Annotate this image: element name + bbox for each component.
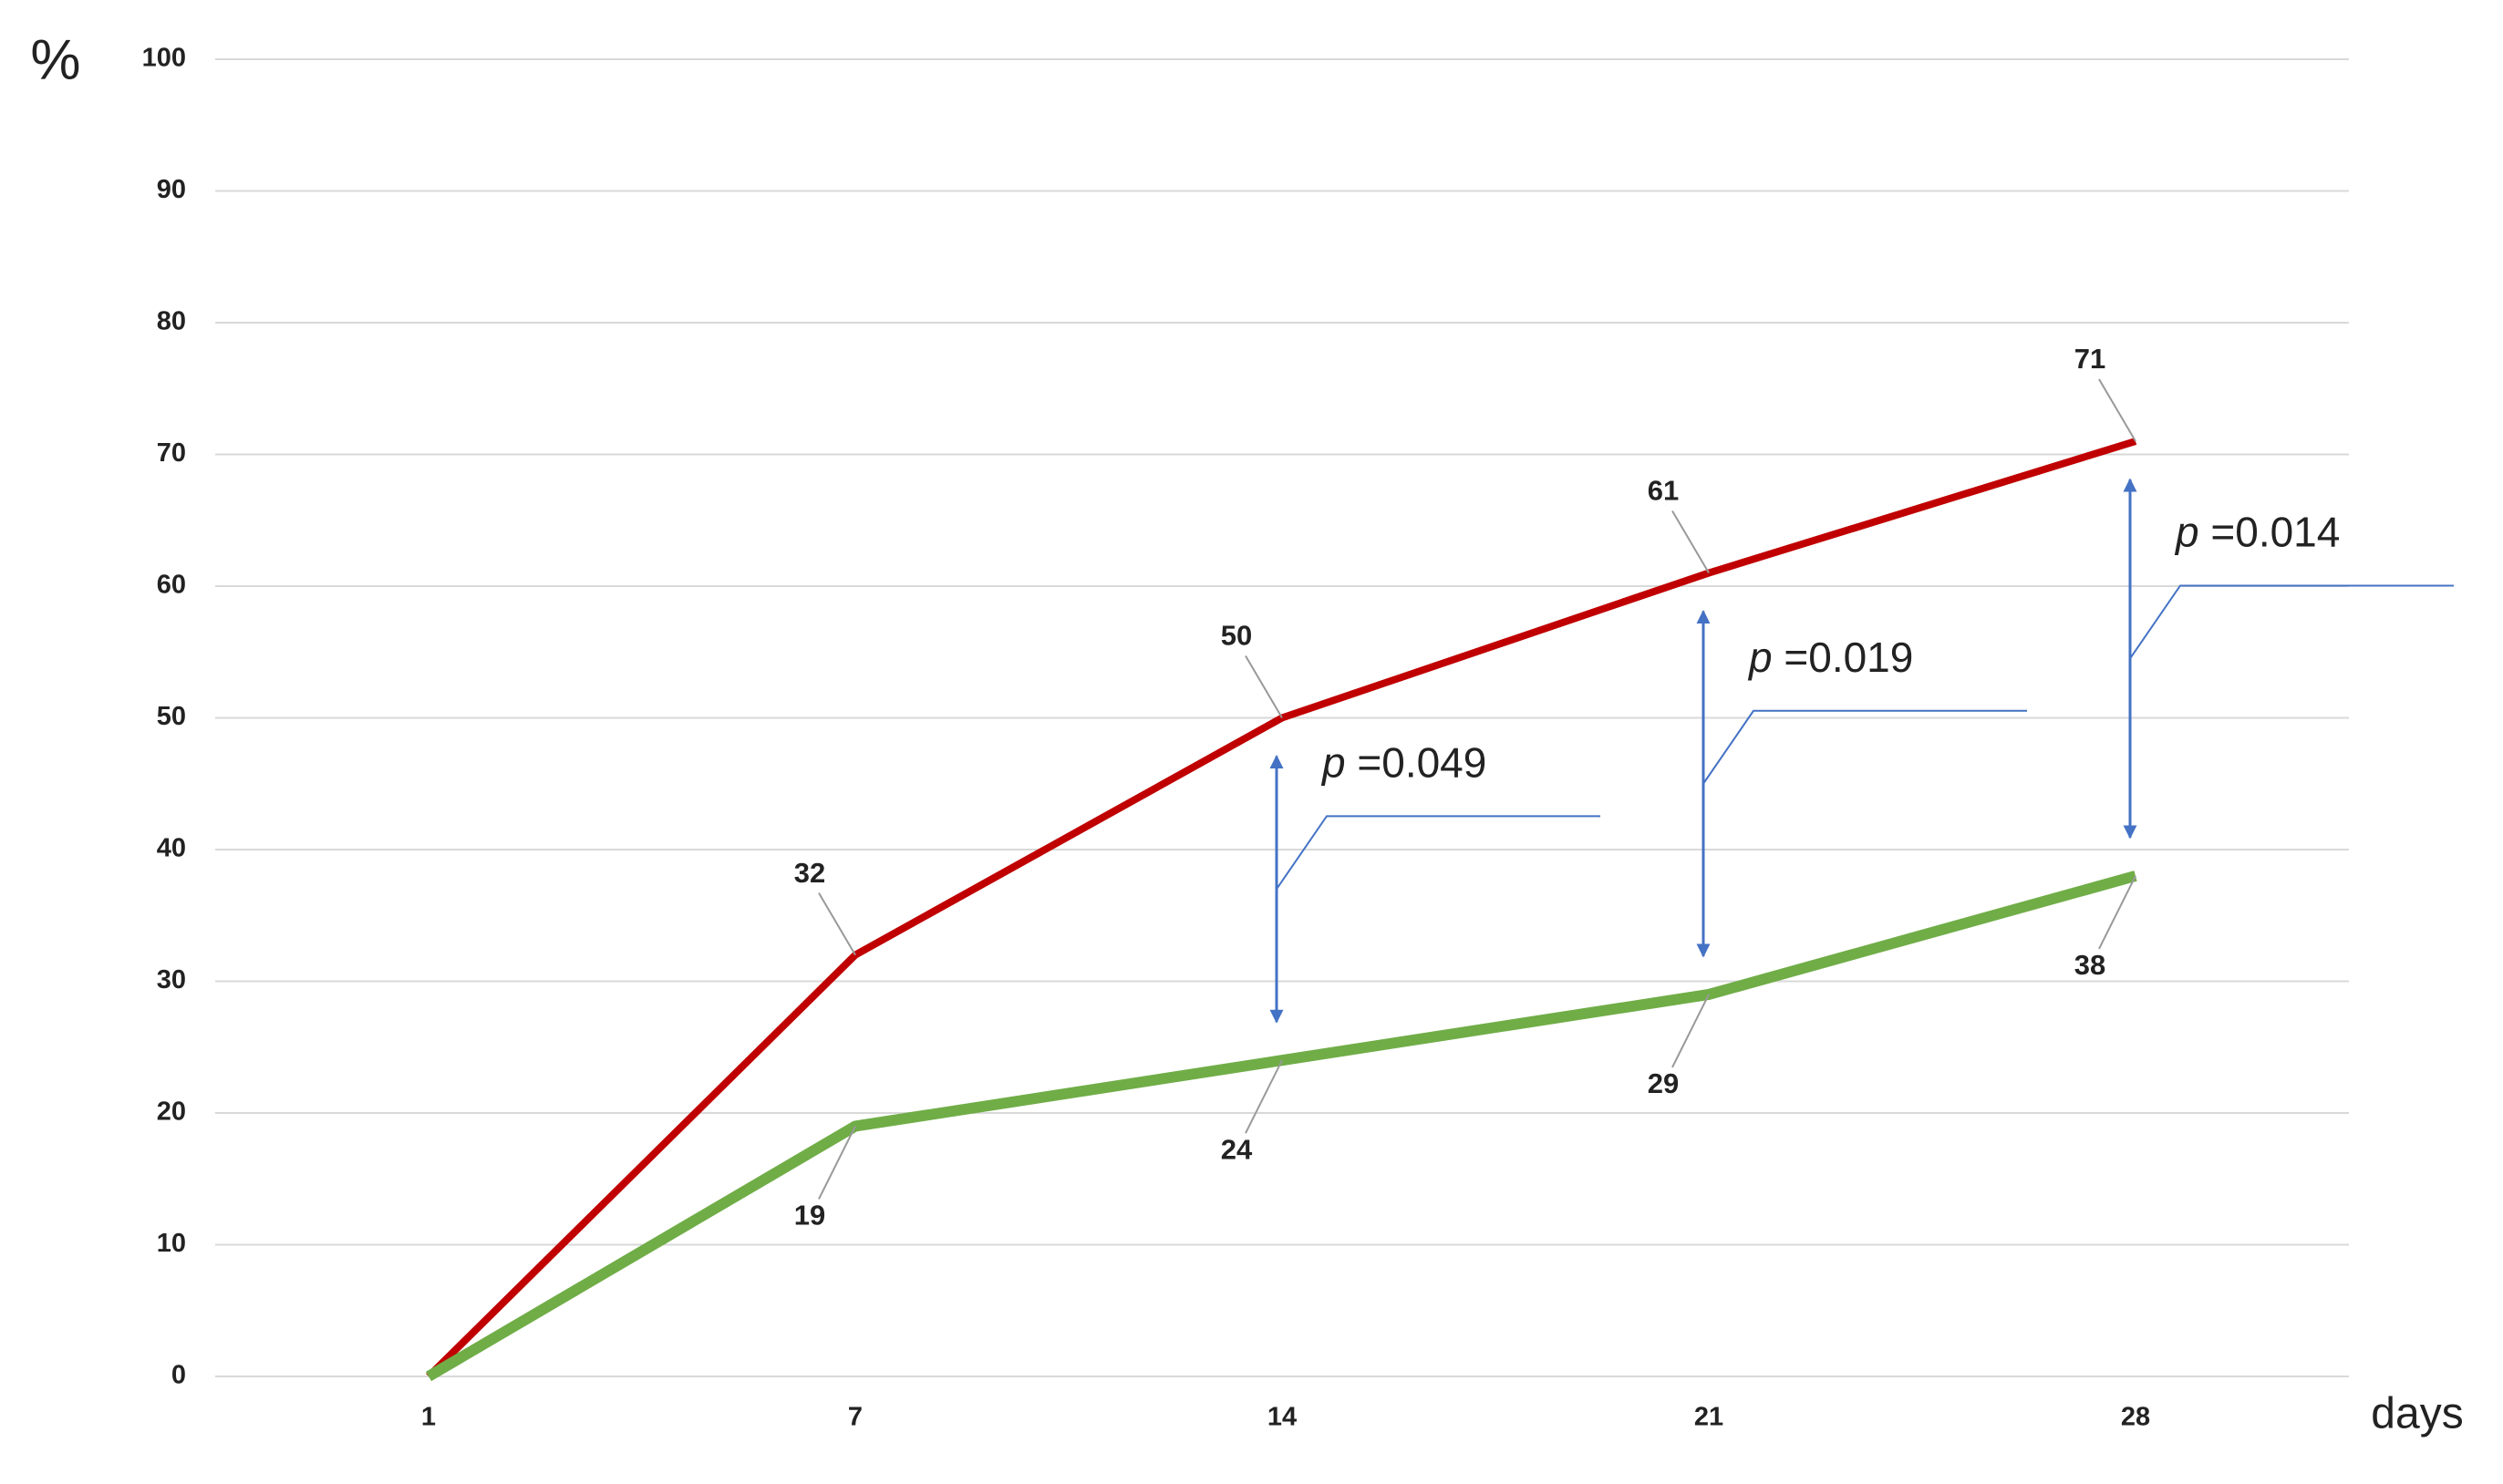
y-tick-label: 30 xyxy=(157,965,186,994)
label-leader xyxy=(818,892,856,956)
annotation-leader xyxy=(1702,709,2027,785)
label-leader xyxy=(2098,378,2136,442)
label-leader xyxy=(1245,1059,1283,1134)
y-tick-label: 80 xyxy=(157,307,186,336)
x-tick-label: 28 xyxy=(2121,1403,2150,1432)
data-label: 61 xyxy=(1648,475,1679,507)
y-tick-label: 90 xyxy=(157,175,186,204)
data-label: 38 xyxy=(2074,949,2105,981)
x-tick-label: 1 xyxy=(421,1403,436,1432)
x-axis-label: days xyxy=(2371,1390,2463,1438)
label-leader xyxy=(1671,510,1710,574)
annotation: p =0.049 xyxy=(1320,739,1486,787)
annotation: p =0.014 xyxy=(2174,509,2340,556)
y-axis-label: % xyxy=(30,28,80,91)
label-leader xyxy=(818,1126,856,1200)
data-label: 32 xyxy=(794,857,825,889)
x-tick-label: 7 xyxy=(848,1403,863,1432)
y-tick-label: 20 xyxy=(157,1098,186,1127)
x-tick-label: 21 xyxy=(1694,1403,1723,1432)
data-label: 50 xyxy=(1221,620,1252,652)
annotation-leader xyxy=(1276,815,1600,890)
y-tick-label: 60 xyxy=(157,571,186,600)
label-leader xyxy=(1671,994,1710,1068)
annotation: p =0.019 xyxy=(1747,634,1913,681)
y-tick-label: 40 xyxy=(157,834,186,863)
data-label: 71 xyxy=(2074,343,2105,375)
label-leader xyxy=(1245,654,1283,719)
x-tick-label: 14 xyxy=(1267,1403,1297,1432)
y-tick-label: 50 xyxy=(157,702,186,731)
label-leader xyxy=(2098,875,2136,950)
annotation-leader xyxy=(2129,584,2454,660)
y-tick-label: 100 xyxy=(142,44,186,73)
y-tick-label: 70 xyxy=(157,438,186,468)
data-label: 19 xyxy=(794,1200,825,1232)
data-label: 29 xyxy=(1648,1067,1679,1099)
series-line xyxy=(426,438,2137,1379)
data-label: 24 xyxy=(1221,1133,1253,1165)
y-tick-label: 10 xyxy=(157,1229,186,1258)
y-tick-label: 0 xyxy=(171,1361,186,1390)
